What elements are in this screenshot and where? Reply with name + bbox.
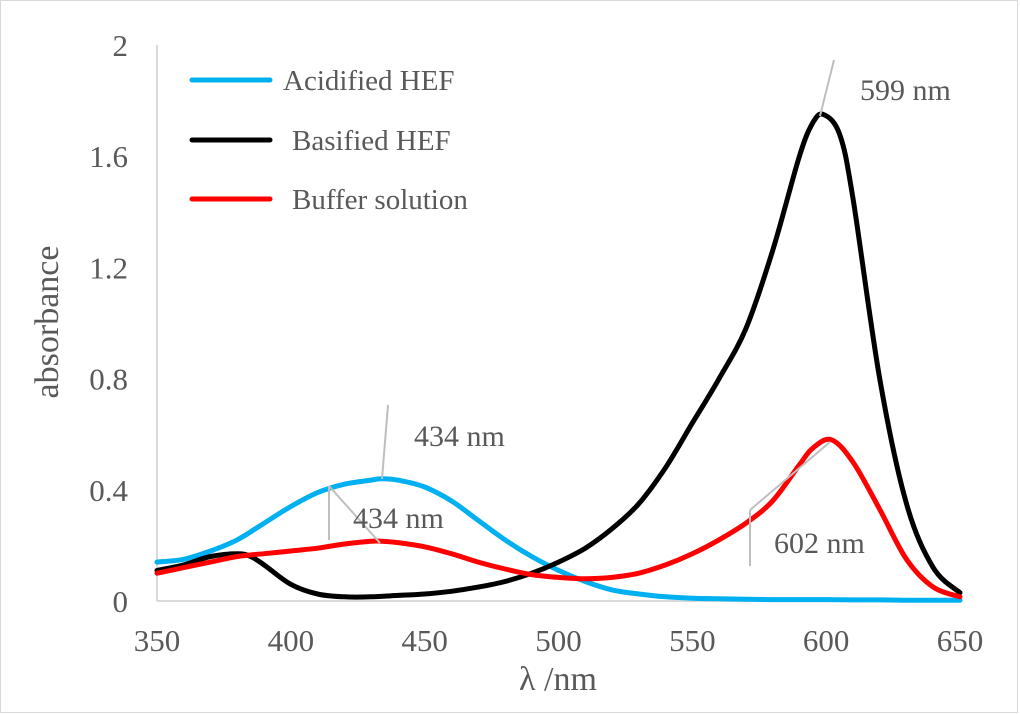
annotation-434-nm-acidified: 434 nm bbox=[414, 420, 505, 453]
y-axis-title: absorbance bbox=[29, 246, 66, 399]
annotation-434-nm-buffer: 434 nm bbox=[353, 502, 444, 535]
series-basified-hef bbox=[154, 111, 963, 600]
legend-label-buffer: Buffer solution bbox=[292, 184, 468, 216]
annotation-leader-434-buffer bbox=[328, 485, 381, 544]
y-tick-label: 1.6 bbox=[89, 139, 128, 174]
annotation-leader-434-acidified bbox=[381, 404, 389, 480]
x-tick-label: 550 bbox=[669, 623, 716, 658]
x-tick-label: 600 bbox=[803, 623, 850, 658]
y-tick-labels: 0 0.4 0.8 1.2 1.6 2 bbox=[89, 28, 128, 619]
x-axis-title: λ /nm bbox=[519, 661, 597, 698]
annotation-602-nm: 602 nm bbox=[774, 527, 865, 560]
x-tick-label: 450 bbox=[401, 623, 448, 658]
annotation-leader-602 bbox=[749, 441, 831, 511]
series-acidified-hef bbox=[154, 476, 963, 603]
x-tick-label: 650 bbox=[937, 623, 984, 658]
x-tick-label: 500 bbox=[535, 623, 582, 658]
series-layer bbox=[154, 111, 963, 603]
y-tick-label: 1.2 bbox=[89, 250, 128, 285]
annotation-599-nm: 599 nm bbox=[860, 74, 951, 107]
x-tick-label: 400 bbox=[268, 623, 315, 658]
y-tick-label: 0.4 bbox=[89, 473, 128, 508]
legend: Acidified HEF Basified HEF Buffer soluti… bbox=[189, 65, 468, 216]
y-tick-label: 2 bbox=[113, 28, 129, 63]
x-tick-labels: 350 400 450 500 550 600 650 bbox=[134, 623, 984, 658]
y-tick-label: 0 bbox=[113, 584, 129, 619]
x-tick-label: 350 bbox=[134, 623, 181, 658]
legend-label-basified: Basified HEF bbox=[292, 125, 451, 157]
y-tick-label: 0.8 bbox=[89, 362, 128, 397]
series-buffer-solution bbox=[154, 436, 963, 600]
annotation-leader-599 bbox=[819, 59, 835, 117]
legend-label-acidified: Acidified HEF bbox=[283, 65, 455, 97]
